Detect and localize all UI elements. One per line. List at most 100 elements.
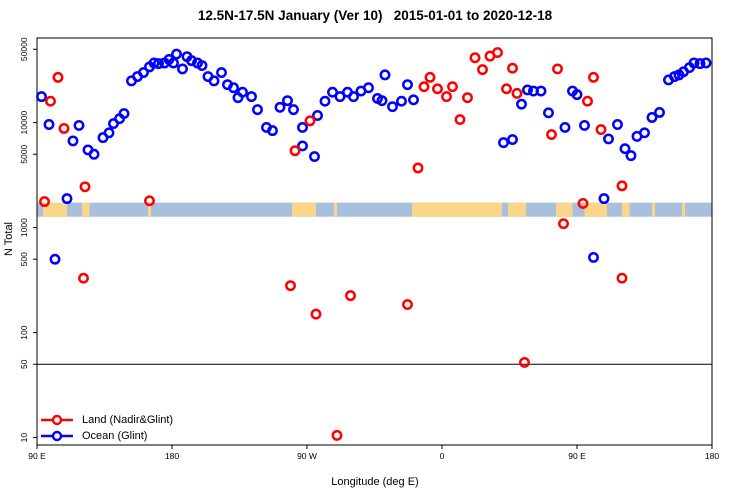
data-point-land — [519, 356, 530, 368]
x-tick-label: 90 E — [568, 451, 586, 461]
data-point-ocean — [319, 95, 331, 107]
data-point-ocean — [312, 110, 323, 121]
map-strip-land — [556, 202, 573, 217]
data-point-ocean — [619, 143, 631, 155]
y-tick-label: 50000 — [19, 37, 29, 61]
data-point-land — [412, 162, 424, 174]
map-strip-land — [508, 202, 526, 217]
map-strip-land — [82, 202, 90, 217]
y-tick-label: 100 — [19, 325, 29, 339]
data-point-ocean — [363, 82, 374, 94]
data-point-land — [501, 83, 512, 95]
data-point-ocean — [612, 119, 623, 130]
data-point-land — [402, 299, 413, 311]
data-point-land — [304, 115, 316, 127]
data-point-land — [79, 181, 91, 193]
data-point-land — [507, 62, 518, 74]
y-tick-label: 50 — [19, 359, 29, 369]
data-point-land — [285, 280, 296, 292]
data-point-land — [45, 95, 56, 107]
data-point-land — [546, 129, 557, 141]
data-point-land — [289, 145, 301, 157]
legend-item-land: Land (Nadir&Glint) — [40, 412, 173, 428]
data-point-land — [39, 196, 50, 208]
data-point-ocean — [208, 75, 220, 87]
data-point-ocean — [73, 120, 85, 131]
data-point-ocean — [379, 69, 391, 81]
data-point-ocean — [61, 193, 73, 205]
data-point-ocean — [694, 58, 706, 70]
y-tick-label: 1000 — [19, 218, 29, 237]
data-point-ocean — [186, 55, 197, 67]
data-point-land — [469, 52, 481, 64]
data-point-ocean — [348, 91, 359, 103]
data-point-ocean — [588, 251, 599, 263]
data-point-ocean — [88, 148, 100, 160]
data-point-land — [582, 95, 593, 107]
data-point-land — [418, 81, 430, 93]
legend-symbol-ocean-icon — [41, 430, 73, 442]
data-point-land — [558, 218, 569, 230]
data-point-ocean — [252, 104, 263, 116]
data-point-ocean — [309, 151, 320, 163]
data-point-land — [447, 81, 458, 93]
x-tick-label: 180 — [165, 451, 179, 461]
data-point-ocean — [274, 101, 286, 113]
data-point-ocean — [646, 112, 658, 123]
data-point-land — [432, 83, 443, 95]
data-point-ocean — [396, 95, 407, 107]
data-point-land — [345, 290, 356, 302]
legend-label-ocean: Ocean (Glint) — [82, 430, 148, 442]
legend-symbol-land-icon — [41, 414, 73, 426]
y-tick-label: 500 — [19, 252, 29, 266]
data-point-land — [511, 87, 523, 99]
data-point-land — [310, 308, 322, 320]
data-point-ocean — [237, 86, 248, 98]
data-point-land — [454, 114, 466, 126]
x-axis-title: Longitude (deg E) — [331, 476, 419, 488]
data-point-ocean — [297, 121, 308, 133]
map-strip-land — [584, 202, 607, 217]
x-tick-label: 0 — [440, 451, 445, 461]
data-point-ocean — [522, 84, 533, 96]
data-point-ocean — [334, 91, 346, 103]
y-tick-label: 10000 — [19, 111, 29, 135]
data-point-ocean — [49, 253, 61, 265]
data-point-land — [462, 92, 473, 104]
data-point-land — [616, 180, 628, 192]
data-point-ocean — [598, 193, 610, 205]
map-strip-land — [43, 202, 67, 217]
data-point-ocean — [402, 79, 413, 91]
data-point-ocean — [507, 134, 518, 146]
data-point-land — [492, 47, 503, 59]
map-strip-land — [682, 202, 685, 217]
data-point-land — [441, 91, 452, 103]
map-strip-land — [412, 202, 502, 217]
data-point-ocean — [700, 57, 712, 69]
data-point-land — [477, 64, 488, 76]
map-strip-ocean — [37, 202, 712, 217]
chart-title: 12.5N-17.5N January (Ver 10) 2015-01-01 … — [197, 8, 553, 23]
data-point-ocean — [654, 107, 665, 118]
data-point-ocean — [579, 120, 590, 131]
legend-item-ocean: Ocean (Glint) — [40, 428, 173, 444]
x-tick-label: 180 — [705, 451, 719, 461]
data-point-ocean — [543, 107, 554, 119]
data-point-ocean — [625, 150, 637, 162]
data-point-ocean — [177, 63, 188, 75]
legend-label-land: Land (Nadir&Glint) — [82, 414, 174, 426]
data-point-ocean — [387, 101, 398, 113]
data-point-ocean — [196, 60, 208, 71]
data-point-ocean — [639, 127, 650, 139]
data-point-ocean — [288, 104, 299, 116]
data-point-land — [588, 71, 599, 83]
data-point-land — [577, 197, 589, 209]
map-strip-land — [334, 202, 337, 217]
data-point-land — [58, 123, 70, 134]
data-point-ocean — [297, 140, 308, 152]
data-point-ocean — [571, 89, 583, 101]
data-point-ocean — [327, 86, 338, 98]
plot-border — [36, 37, 713, 446]
data-point-ocean — [688, 57, 700, 69]
